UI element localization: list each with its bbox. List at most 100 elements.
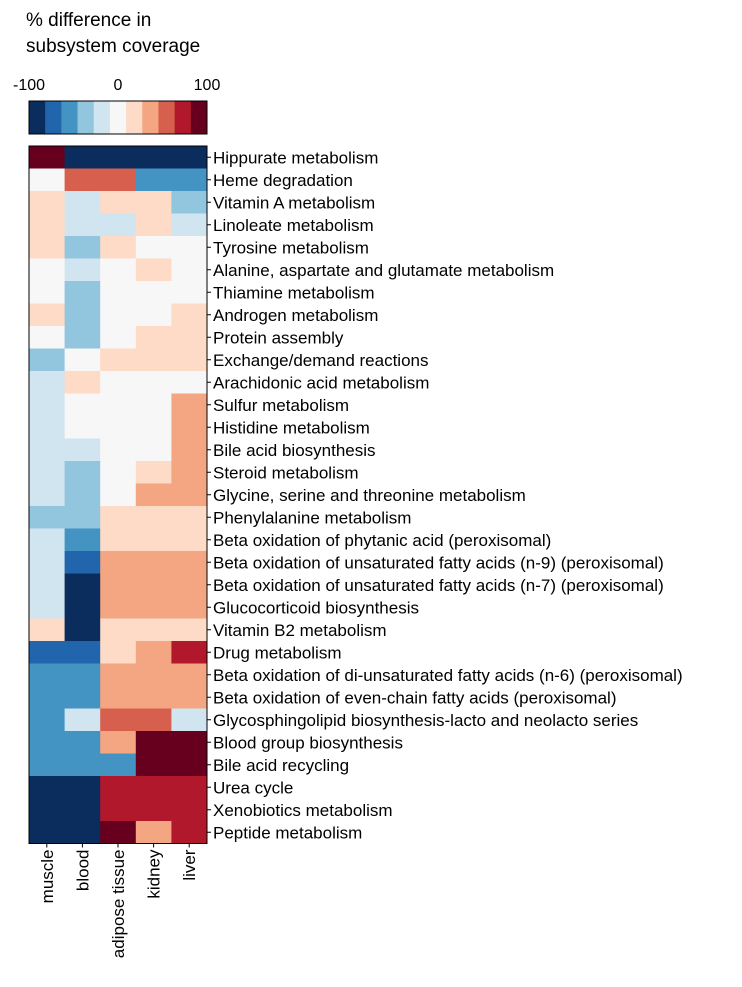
heatmap-cell (171, 483, 208, 507)
colorbar-swatch (109, 101, 127, 134)
heatmap-cell (135, 596, 172, 619)
heatmap-cell (29, 213, 66, 237)
heatmap-cell (100, 708, 137, 732)
heatmap-cell (100, 191, 137, 214)
colorbar-swatch (93, 101, 111, 134)
heatmap-cell (29, 438, 66, 462)
row-label: Vitamin A metabolism (213, 193, 375, 212)
heatmap-cell (100, 641, 137, 664)
row-label: Vitamin B2 metabolism (213, 621, 387, 640)
row-label: Beta oxidation of even-chain fatty acids… (213, 688, 616, 707)
colorbar-swatch (126, 101, 143, 134)
heatmap-cell (171, 686, 208, 709)
heatmap-cell (135, 348, 172, 372)
heatmap-cell (135, 551, 172, 574)
heatmap-cell (29, 303, 66, 327)
heatmap-cell (135, 168, 172, 192)
heatmap-cell (100, 371, 137, 394)
heatmap-cell (64, 506, 101, 529)
heatmap-cell (64, 191, 101, 214)
row-label: Phenylalanine metabolism (213, 508, 411, 527)
colorbar-tick-label: -100 (13, 77, 45, 94)
heatmap-cell (171, 326, 208, 349)
heatmap-cell (171, 438, 208, 462)
heatmap-cell (171, 731, 208, 754)
heatmap-cell (29, 776, 66, 799)
heatmap-cell (135, 371, 172, 394)
heatmap-cell (64, 393, 101, 417)
heatmap-cell (135, 393, 172, 417)
heatmap-cell (135, 663, 172, 687)
heatmap-cell (29, 146, 66, 169)
heatmap-cell (64, 416, 101, 439)
row-label: Steroid metabolism (213, 463, 359, 482)
row-label: Blood group biosynthesis (213, 733, 403, 752)
heatmap-cell (171, 551, 208, 574)
row-label: Xenobiotics metabolism (213, 801, 393, 820)
heatmap-cell (100, 393, 137, 417)
heatmap-cell (135, 213, 172, 237)
heatmap-cell (171, 708, 208, 732)
row-label: Heme degradation (213, 171, 353, 190)
row-label: Glycosphingolipid biosynthesis-lacto and… (213, 711, 638, 730)
heatmap-cell (64, 528, 101, 552)
heatmap-cell (64, 371, 101, 394)
colorbar-title-line2: subsystem coverage (26, 36, 201, 57)
heatmap-cell (135, 191, 172, 214)
heatmap-cell (64, 618, 101, 642)
colorbar-swatch (77, 101, 95, 134)
heatmap-cell (135, 753, 172, 777)
row-label: Glucocorticoid biosynthesis (213, 598, 419, 617)
heatmap-cell (171, 821, 208, 844)
heatmap-cell (171, 213, 208, 237)
colorbar-title-line1: % difference in (26, 10, 152, 31)
heatmap-cell (100, 551, 137, 574)
heatmap-cell (100, 461, 137, 484)
heatmap-cell (135, 573, 172, 597)
colorbar-swatch (142, 101, 159, 134)
heatmap-cell (135, 506, 172, 529)
heatmap-cell (135, 236, 172, 259)
heatmap-cell (64, 686, 101, 709)
heatmap-cell (29, 573, 66, 597)
colorbar-swatch (174, 101, 192, 134)
heatmap-cell (171, 371, 208, 394)
heatmap-cell (64, 596, 101, 619)
heatmap-cell (29, 528, 66, 552)
row-label: Tyrosine metabolism (213, 238, 369, 257)
heatmap-cell (29, 236, 66, 259)
heatmap-cell (135, 528, 172, 552)
row-label: Androgen metabolism (213, 306, 378, 325)
heatmap-cell (29, 708, 66, 732)
heatmap-cell (29, 483, 66, 507)
heatmap-cell (135, 258, 172, 282)
row-label: Thiamine metabolism (213, 283, 375, 302)
heatmap-cell (135, 416, 172, 439)
heatmap-cell (100, 438, 137, 462)
colorbar-tick-label: 100 (194, 77, 221, 94)
heatmap-cell (29, 641, 66, 664)
heatmap-cell (171, 258, 208, 282)
colorbar-swatch (45, 101, 62, 134)
heatmap-cell (29, 461, 66, 484)
row-label: Alanine, aspartate and glutamate metabol… (213, 261, 554, 280)
row-label: Linoleate metabolism (213, 216, 374, 235)
column-label: muscle (38, 850, 57, 904)
heatmap-cell (100, 686, 137, 709)
heatmap-cell (135, 146, 172, 169)
colorbar-swatch (158, 101, 176, 134)
row-label: Peptide metabolism (213, 823, 362, 842)
heatmap-cell (100, 596, 137, 619)
colorbar-title: % difference in subsystem coverage (26, 8, 256, 60)
row-label: Beta oxidation of phytanic acid (peroxis… (213, 531, 551, 550)
heatmap-cell (100, 348, 137, 372)
heatmap-cell (64, 798, 101, 822)
heatmap-cell (135, 303, 172, 327)
heatmap-cell (64, 146, 101, 169)
heatmap-cell (100, 731, 137, 754)
heatmap-cell (64, 821, 101, 844)
heatmap-cell (100, 326, 137, 349)
row-label: Histidine metabolism (213, 418, 370, 437)
row-label: Bile acid biosynthesis (213, 441, 376, 460)
heatmap-cell (29, 663, 66, 687)
